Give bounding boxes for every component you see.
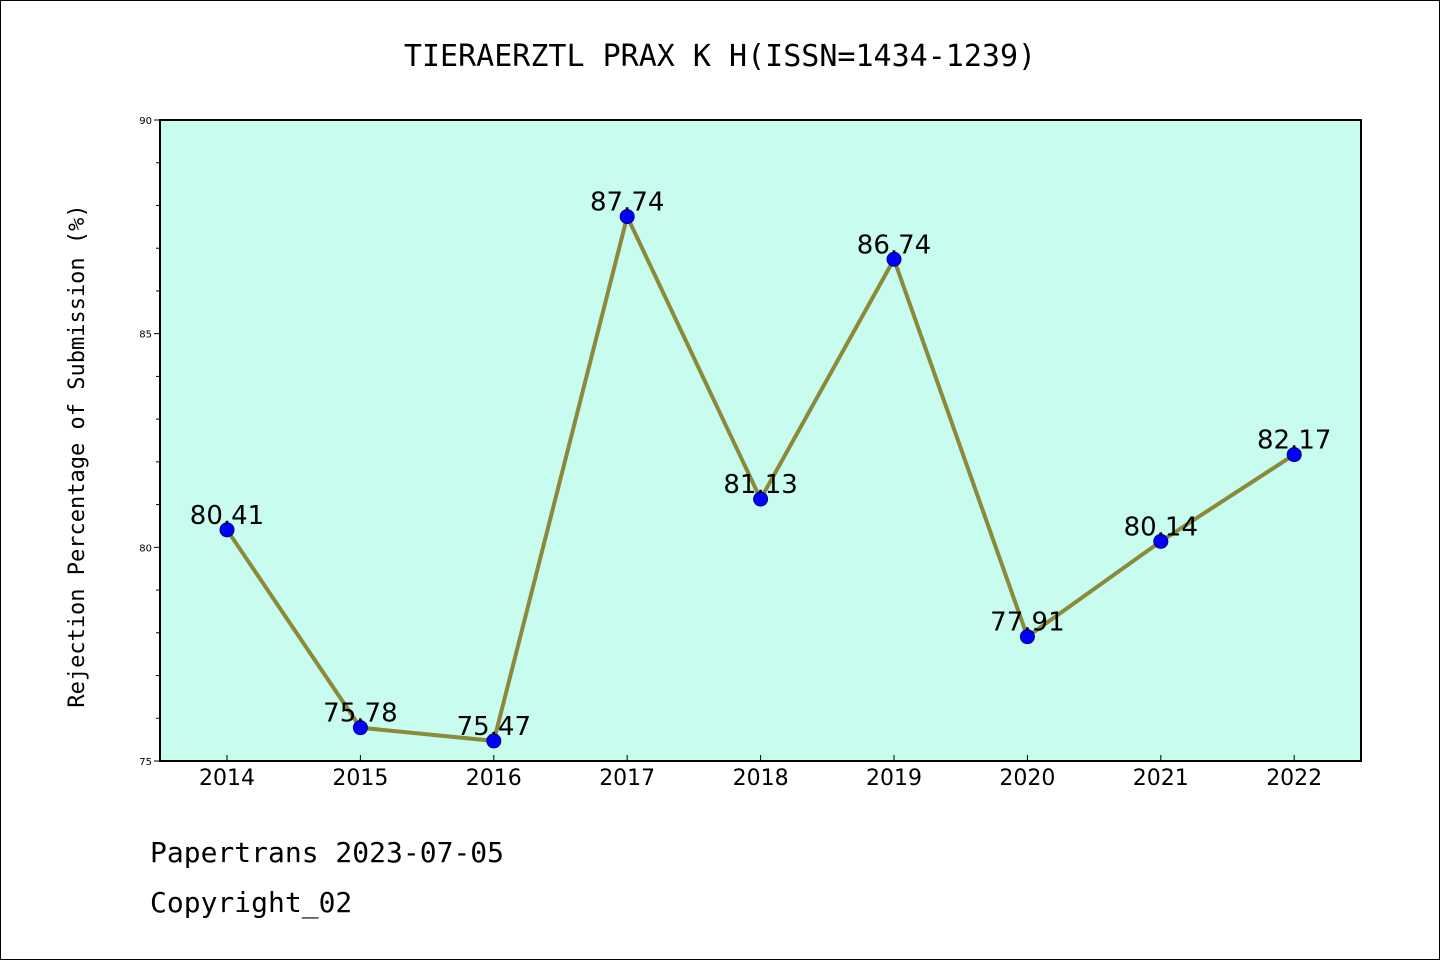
y-tick-label: 90 xyxy=(139,116,152,127)
data-label: 77.91 xyxy=(990,608,1064,638)
data-point xyxy=(886,251,902,267)
data-point xyxy=(352,720,368,736)
x-tick-label: 2014 xyxy=(199,766,255,791)
data-label: 75.47 xyxy=(457,712,531,742)
y-axis-label: Rejection Percentage of Submission (%) xyxy=(65,204,90,707)
x-tick-label: 2015 xyxy=(332,766,388,791)
data-point xyxy=(1286,447,1302,463)
chart-title: TIERAERZTL PRAX K H(ISSN=1434-1239) xyxy=(404,39,1036,74)
x-tick-label: 2017 xyxy=(599,766,655,791)
data-label: 82.17 xyxy=(1257,426,1331,456)
data-label: 87.74 xyxy=(590,188,664,218)
footer-copyright: Copyright_02 xyxy=(150,886,353,919)
data-label: 80.41 xyxy=(190,501,264,531)
y-tick-label: 85 xyxy=(139,330,152,341)
data-point xyxy=(219,522,235,538)
y-axis-ticks: 75 80 85 90 xyxy=(139,116,160,768)
data-point xyxy=(486,733,502,749)
y-tick-label: 75 xyxy=(139,757,152,768)
x-tick-label: 2018 xyxy=(733,766,789,791)
x-tick-label: 2016 xyxy=(466,766,522,791)
x-tick-label: 2022 xyxy=(1266,766,1322,791)
y-tick-label: 80 xyxy=(139,543,152,554)
x-tick-label: 2021 xyxy=(1133,766,1189,791)
footer-source: Papertrans 2023-07-05 xyxy=(150,836,505,869)
data-label: 80.14 xyxy=(1124,512,1198,542)
data-points xyxy=(219,209,1302,749)
data-point xyxy=(1019,629,1035,645)
data-label: 86.74 xyxy=(857,230,931,260)
data-label: 75.78 xyxy=(323,699,397,729)
data-labels: 80.41 75.78 75.47 87.74 81.13 86.74 77.91 80.14… xyxy=(190,188,1332,742)
x-tick-label: 2020 xyxy=(999,766,1055,791)
data-point xyxy=(753,491,769,507)
x-tick-label: 2019 xyxy=(866,766,922,791)
data-point xyxy=(619,209,635,225)
x-axis-ticks: 2014 2015 2016 2017 2018 2019 2020 2021 2022 xyxy=(199,755,1322,791)
plot-area xyxy=(159,119,1362,762)
data-label: 81.13 xyxy=(723,470,797,500)
data-point xyxy=(1153,533,1169,549)
